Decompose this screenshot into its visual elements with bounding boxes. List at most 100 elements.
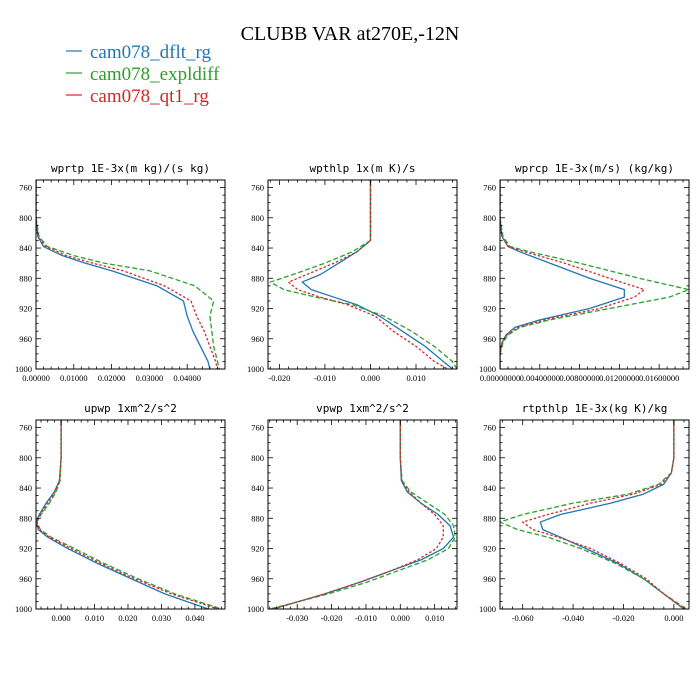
y-tick-label: 880 <box>19 273 32 283</box>
x-tick-label: 0.03000 <box>136 373 164 383</box>
x-tick-label: 0.01000 <box>60 373 88 383</box>
series-group <box>36 420 222 609</box>
y-tick-label: 880 <box>251 513 264 523</box>
y-tick-label: 960 <box>483 574 496 584</box>
x-tick-label: -0.020 <box>268 373 290 383</box>
series-group <box>500 180 689 369</box>
y-tick-label: 840 <box>251 483 264 493</box>
y-tick-label: 760 <box>19 423 32 433</box>
y-tick-label: 760 <box>251 183 264 193</box>
x-tick-label: 0.00800000 <box>559 373 599 383</box>
panel-3: wprcp 1E-3x(m/s) (kg/kg) 760 800 840 880 920 9… <box>479 162 690 383</box>
panel-title: vpwp 1xm^2/s^2 <box>316 402 409 415</box>
legend-item-expldiff: cam078_expldiff <box>66 64 220 85</box>
x-tick-label: 0.010 <box>425 613 444 623</box>
x-tick-label: -0.020 <box>612 613 634 623</box>
y-tick-label: 840 <box>251 243 264 253</box>
x-tick-label: 0.000 <box>391 613 410 623</box>
series-line-dflt <box>36 180 211 369</box>
legend-label-qt1: cam078_qt1_rg <box>90 86 209 107</box>
x-tick-label: 0.02000 <box>98 373 126 383</box>
series-line-dflt <box>36 420 209 609</box>
x-tick-label: 0.04000 <box>173 373 201 383</box>
y-tick-label: 840 <box>483 243 496 253</box>
y-tick-label: 800 <box>251 213 264 223</box>
x-tick-label: 0.00000 <box>22 373 50 383</box>
y-tick-label: 1000 <box>247 364 264 374</box>
y-tick-label: 1000 <box>247 604 264 614</box>
series-line-qt1 <box>36 420 219 609</box>
y-tick-label: 760 <box>251 423 264 433</box>
x-tick-label: 0.000 <box>52 613 71 623</box>
y-tick-label: 880 <box>483 273 496 283</box>
x-tick-label: -0.030 <box>286 613 308 623</box>
x-tick-label: 0.00000000 <box>480 373 520 383</box>
series-line-qt1 <box>36 180 219 369</box>
y-tick-label: 880 <box>251 273 264 283</box>
y-tick-label: 800 <box>19 213 32 223</box>
y-tick-label: 800 <box>483 213 496 223</box>
x-tick-label: 0.010 <box>85 613 104 623</box>
series-line-expldiff <box>36 420 222 609</box>
y-tick-label: 920 <box>19 544 32 554</box>
y-tick-label: 760 <box>483 423 496 433</box>
panel-title: wprcp 1E-3x(m/s) (kg/kg) <box>515 162 674 175</box>
y-tick-label: 760 <box>483 183 496 193</box>
y-tick-label: 1000 <box>15 604 32 614</box>
y-tick-label: 960 <box>483 334 496 344</box>
x-tick-label: 0.01600000 <box>639 373 679 383</box>
y-tick-label: 840 <box>483 483 496 493</box>
series-line-dflt <box>301 180 453 369</box>
y-tick-label: 1000 <box>15 364 32 374</box>
series-group <box>269 180 457 369</box>
series-group <box>500 420 687 609</box>
y-tick-label: 800 <box>483 453 496 463</box>
panel-4: upwp 1xm^2/s^2 760 800 840 880 920 960 1000 0.00… <box>15 402 226 623</box>
y-tick-label: 960 <box>251 574 264 584</box>
panel-title: rtpthlp 1E-3x(kg K)/kg <box>522 402 668 415</box>
y-tick-label: 920 <box>251 304 264 314</box>
y-tick-label: 960 <box>251 334 264 344</box>
legend-item-dflt: cam078_dflt_rg <box>66 42 212 63</box>
x-tick-label: 0.040 <box>185 613 204 623</box>
series-group <box>269 420 456 609</box>
legend-item-qt1: cam078_qt1_rg <box>66 86 209 107</box>
series-line-dflt <box>539 420 685 609</box>
series-line-expldiff <box>500 180 689 369</box>
panel-frame <box>499 179 690 370</box>
y-tick-label: 920 <box>483 304 496 314</box>
y-tick-label: 880 <box>19 513 32 523</box>
panel-title: wprtp 1E-3x(m kg)/(s kg) <box>51 162 210 175</box>
x-tick-label: -0.020 <box>321 613 343 623</box>
y-tick-label: 800 <box>251 453 264 463</box>
y-tick-label: 800 <box>19 453 32 463</box>
panels-group: wprtp 1E-3x(m kg)/(s kg) 760 800 840 880 920 9… <box>15 162 690 623</box>
y-tick-label: 760 <box>19 183 32 193</box>
panel-frame <box>35 419 226 610</box>
panel-1: wprtp 1E-3x(m kg)/(s kg) 760 800 840 880 920 9… <box>15 162 226 383</box>
panel-2: wpthlp 1x(m K)/s 760 800 840 880 920 960 1000 -0… <box>247 162 458 383</box>
y-tick-label: 1000 <box>479 604 496 614</box>
x-tick-label: 0.010 <box>406 373 425 383</box>
series-line-expldiff <box>36 180 220 369</box>
legend-label-dflt: cam078_dflt_rg <box>90 42 212 63</box>
panel-frame <box>499 419 690 610</box>
panel-title: upwp 1xm^2/s^2 <box>84 402 177 415</box>
x-tick-label: 0.01200000 <box>599 373 639 383</box>
y-tick-label: 960 <box>19 334 32 344</box>
panel-title: wpthlp 1x(m K)/s <box>310 162 416 175</box>
y-tick-label: 920 <box>483 544 496 554</box>
x-tick-label: 0.000 <box>664 613 683 623</box>
panel-frame <box>267 419 458 610</box>
series-line-dflt <box>500 180 625 369</box>
y-tick-label: 920 <box>251 544 264 554</box>
x-tick-label: 0.030 <box>152 613 171 623</box>
series-line-qt1 <box>287 180 449 369</box>
series-line-expldiff <box>269 180 457 369</box>
x-tick-label: -0.040 <box>562 613 584 623</box>
panel-frame <box>267 179 458 370</box>
x-tick-label: -0.010 <box>314 373 336 383</box>
y-tick-label: 880 <box>483 513 496 523</box>
x-tick-label: -0.010 <box>355 613 377 623</box>
legend-label-expldiff: cam078_expldiff <box>90 64 220 85</box>
